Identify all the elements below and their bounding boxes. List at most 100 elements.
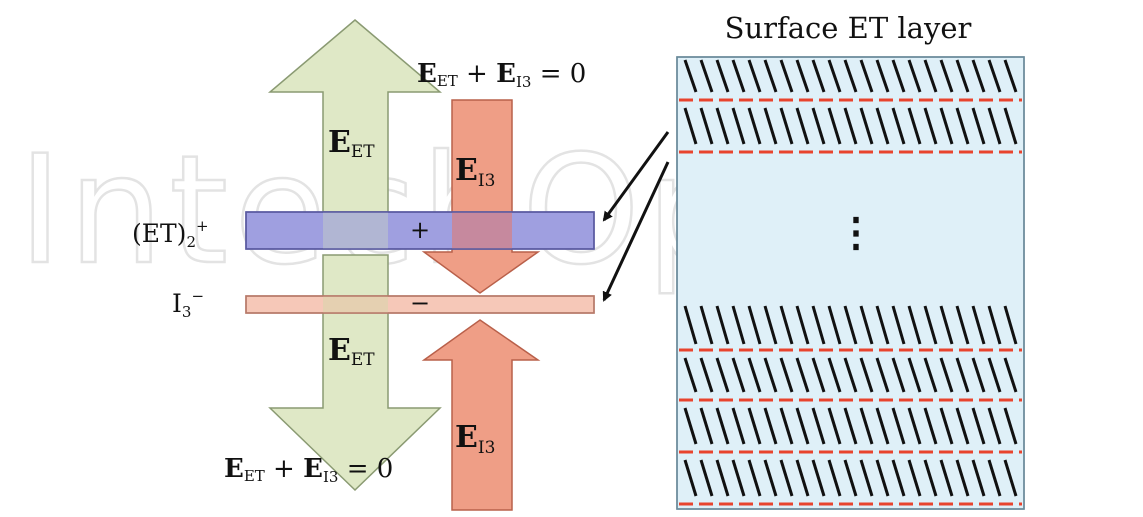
molecule-stroke [779,459,794,497]
molecule-stroke [891,407,906,445]
molecule-stroke [699,305,714,345]
molecule-stroke [987,407,1002,445]
molecule-stroke [1003,107,1018,145]
molecule-stroke [779,107,794,145]
molecule-stroke [971,59,986,93]
molecule-stroke [955,107,970,145]
cation-label: (ET)2+ [132,217,209,251]
molecule-stroke [763,305,778,345]
molecule-stroke [843,107,858,145]
molecule-stroke [795,305,810,345]
molecule-stroke [747,107,762,145]
molecule-stroke [731,107,746,145]
molecule-stroke [907,107,922,145]
molecule-stroke [731,459,746,497]
molecule-stroke [971,407,986,445]
molecule-stroke [715,459,730,497]
molecule-stroke [683,59,698,93]
molecule-stroke [683,357,698,393]
molecule-stroke [747,459,762,497]
molecule-stroke [891,59,906,93]
molecule-stroke [827,407,842,445]
molecule-stroke [859,459,874,497]
molecule-stroke [955,407,970,445]
molecule-stroke [683,407,698,445]
molecule-stroke [731,407,746,445]
charge-minus: − [410,289,430,317]
molecule-stroke [875,107,890,145]
molecule-stroke [699,59,714,93]
molecule-stroke [795,59,810,93]
molecule-stroke [683,305,698,345]
label-e-et-lower: EET [328,333,375,370]
molecule-stroke [939,407,954,445]
cation-bar-outline [245,211,595,250]
anion-bar-outline [245,295,595,314]
overlap-red-blue [452,212,512,249]
molecule-stroke [747,357,762,393]
molecule-stroke [891,305,906,345]
molecule-stroke [747,59,762,93]
molecule-stroke [1003,59,1018,93]
molecule-stroke [747,407,762,445]
molecule-stroke [891,357,906,393]
equation-bottom: EET + EI3 = 0 [224,454,393,486]
molecule-stroke [923,357,938,393]
molecule-stroke [811,459,826,497]
molecule-stroke [955,459,970,497]
molecule-stroke [987,59,1002,93]
molecule-stroke [779,305,794,345]
molecule-stroke [811,407,826,445]
molecule-stroke [843,459,858,497]
molecule-stroke [779,59,794,93]
molecule-stroke [699,459,714,497]
molecule-stroke [795,459,810,497]
molecule-stroke [859,305,874,345]
molecule-stroke [843,407,858,445]
molecule-stroke [939,59,954,93]
panel-title: Surface ET layer [725,11,972,45]
molecule-stroke [859,107,874,145]
molecule-stroke [715,407,730,445]
molecule-stroke [811,357,826,393]
molecule-stroke [955,357,970,393]
molecule-stroke [811,59,826,93]
molecule-stroke [763,59,778,93]
molecule-stroke [859,407,874,445]
molecule-stroke [779,407,794,445]
overlap-green-pink [323,296,388,313]
molecule-stroke [699,407,714,445]
molecule-stroke [907,459,922,497]
molecule-stroke [811,305,826,345]
molecule-stroke [859,59,874,93]
molecule-stroke [955,59,970,93]
molecule-stroke [923,305,938,345]
ellipsis-dots: ⋮ [836,209,876,256]
molecule-stroke [699,107,714,145]
molecule-stroke [795,357,810,393]
molecule-stroke [827,59,842,93]
molecule-stroke [907,59,922,93]
molecule-stroke [715,107,730,145]
molecule-stroke [1003,459,1018,497]
molecule-stroke [891,459,906,497]
molecule-stroke [907,305,922,345]
molecule-stroke [715,305,730,345]
molecule-stroke [923,59,938,93]
molecule-stroke [731,59,746,93]
molecule-stroke [1003,305,1018,345]
molecule-stroke [875,59,890,93]
molecule-stroke [987,357,1002,393]
molecule-stroke [763,107,778,145]
molecule-stroke [843,305,858,345]
charge-plus: + [410,216,430,244]
molecule-stroke [763,407,778,445]
molecule-stroke [971,357,986,393]
molecule-stroke [939,305,954,345]
molecule-stroke [923,107,938,145]
equation-top: EET + EI3 = 0 [417,59,586,91]
molecule-stroke [923,407,938,445]
molecule-stroke [827,305,842,345]
